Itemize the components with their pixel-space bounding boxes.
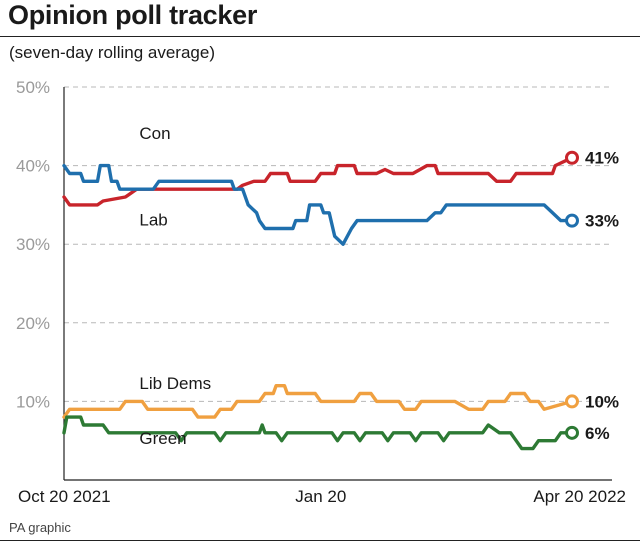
x-tick-label: Jan 20: [295, 487, 346, 506]
end-value-label-lab: 33%: [585, 212, 619, 231]
y-tick-label: 50%: [16, 78, 50, 97]
end-marker-green: [565, 425, 579, 440]
series-line-green: [62, 415, 574, 451]
end-marker-con: [565, 150, 579, 165]
y-tick-label: 10%: [16, 392, 50, 411]
end-marker-lab: [565, 213, 579, 228]
credit-text: PA graphic: [9, 520, 71, 535]
x-tick-label: Oct 20 2021: [18, 487, 111, 506]
end-value-label-green: 6%: [585, 424, 610, 443]
x-tick-label: Apr 20 2022: [533, 487, 626, 506]
series-line-lab: [62, 163, 574, 246]
series-line-con: [62, 156, 574, 207]
y-tick-label: 40%: [16, 157, 50, 176]
end-marker-lib-dems: [565, 394, 579, 409]
series-label-green: Green: [139, 429, 186, 448]
y-tick-label: 20%: [16, 314, 50, 333]
page-title: Opinion poll tracker: [8, 0, 258, 30]
chart-subtitle: (seven-day rolling average): [9, 43, 215, 62]
series-line-lib-dems: [62, 384, 574, 419]
series-label-con: Con: [139, 124, 170, 143]
series-label-lib-dems: Lib Dems: [139, 374, 211, 393]
end-value-label-lib-dems: 10%: [585, 392, 619, 411]
top-rule: [0, 36, 640, 37]
y-tick-label: 30%: [16, 235, 50, 254]
end-value-label-con: 41%: [585, 149, 619, 168]
series-label-lab: Lab: [139, 210, 167, 229]
bottom-rule: [0, 540, 640, 541]
